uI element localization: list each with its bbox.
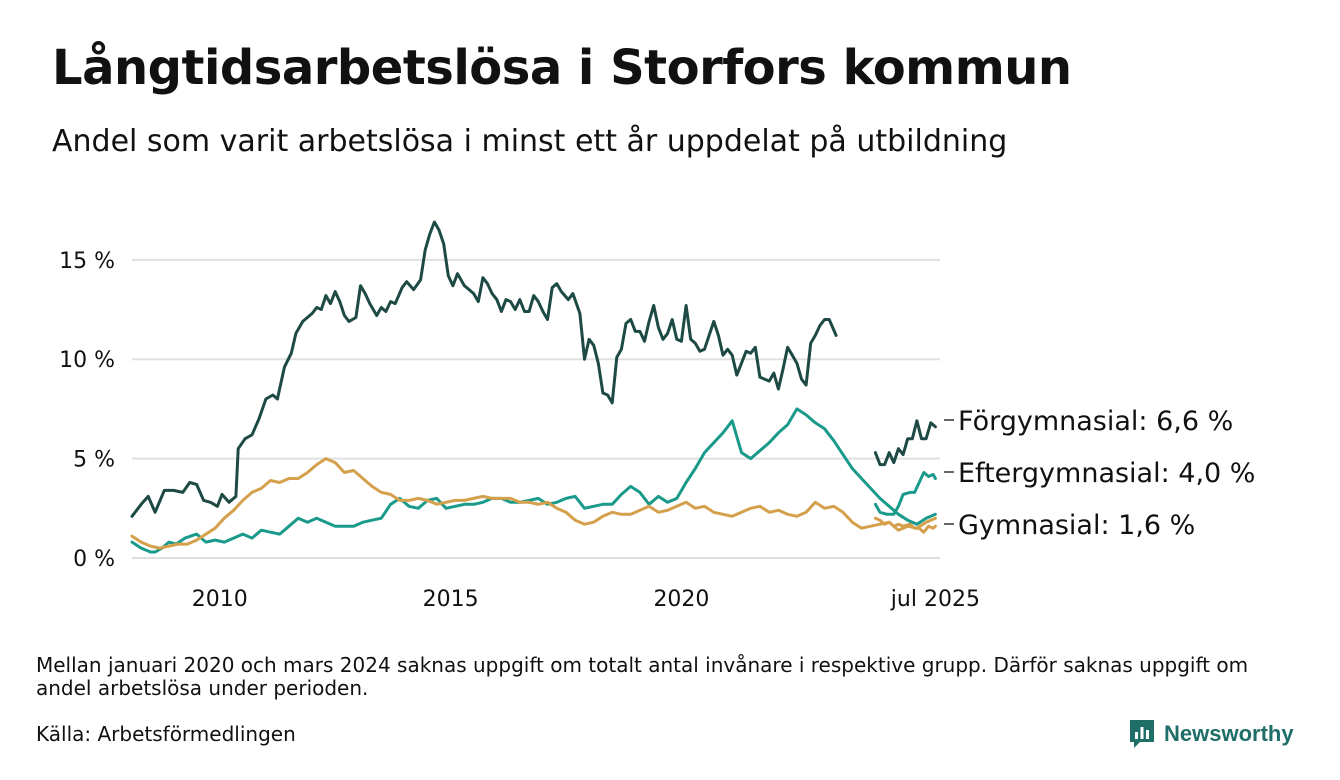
end-label-förgymnasial: Förgymnasial: 6,6 %	[958, 406, 1233, 437]
x-tick-label: 2020	[653, 587, 709, 612]
series-line-eftergymnasial-segment-1	[873, 471, 937, 516]
chart-subtitle: Andel som varit arbetslösa i minst ett å…	[52, 124, 1008, 159]
series-eftergymnasial	[130, 407, 937, 554]
x-tick-label: jul 2025	[890, 587, 980, 612]
x-tick-label: 2010	[192, 587, 248, 612]
series-line-gymnasial-segment-1	[873, 516, 937, 534]
line-end-labels: Förgymnasial: 6,6 % Eftergymnasial: 4,0 %…	[944, 406, 1255, 541]
y-axis-ticks: 0 % 5 % 10 % 15 %	[59, 249, 115, 572]
y-tick-label: 0 %	[73, 547, 115, 572]
data-gap-note: Mellan januari 2020 och mars 2024 saknas…	[36, 653, 1249, 700]
end-label-gymnasial: Gymnasial: 1,6 %	[958, 510, 1195, 541]
end-label-eftergymnasial: Eftergymnasial: 4,0 %	[958, 458, 1255, 489]
y-tick-label: 10 %	[59, 348, 115, 373]
series-line-gymnasial-segment-0	[130, 457, 937, 550]
series-line-förgymnasial-segment-1	[873, 419, 937, 467]
logo-text: Newsworthy	[1164, 721, 1294, 746]
y-tick-label: 5 %	[73, 448, 115, 473]
x-axis-ticks: 2010 2015 2020 jul 2025	[192, 587, 980, 612]
newsworthy-logo: Newsworthy	[1128, 716, 1294, 752]
y-tick-label: 15 %	[59, 249, 115, 274]
gridlines	[132, 258, 940, 559]
chart-title: Långtidsarbetslösa i Storfors kommun	[52, 40, 1072, 96]
series-lines	[130, 220, 937, 554]
series-line-eftergymnasial-segment-0	[130, 407, 937, 554]
series-förgymnasial	[130, 220, 937, 518]
x-tick-label: 2015	[423, 587, 479, 612]
source-label: Källa: Arbetsförmedlingen	[36, 722, 296, 746]
newsworthy-chart-bubble-icon	[1130, 720, 1154, 748]
series-gymnasial	[130, 457, 937, 550]
series-line-förgymnasial-segment-0	[130, 220, 838, 518]
line-chart: 0 % 5 % 10 % 15 % 2010 2015 2020 jul 2025 Förg…	[59, 220, 1255, 612]
